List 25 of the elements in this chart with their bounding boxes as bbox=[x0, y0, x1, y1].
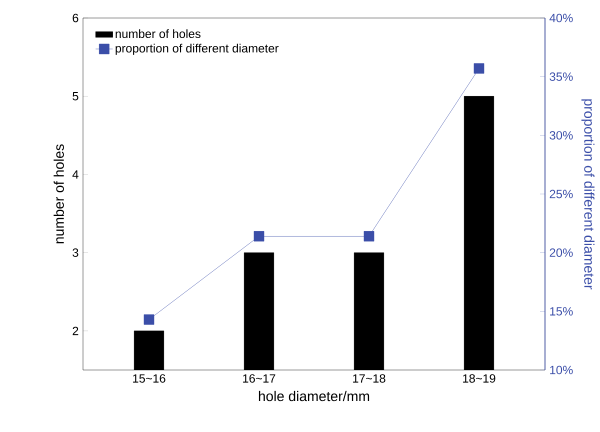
y-tick-label: 3 bbox=[72, 248, 78, 257]
x-axis-title: hole diameter/mm bbox=[258, 390, 370, 402]
y2-tick-label: 35% bbox=[550, 72, 573, 81]
legend-label: proportion of different diameter bbox=[116, 44, 279, 55]
y-axis-title: number of holes bbox=[54, 144, 64, 244]
y2-tick-label: 30% bbox=[550, 131, 573, 140]
x-tick-label: 18~19 bbox=[463, 374, 496, 383]
y-tick-label: 5 bbox=[72, 92, 78, 100]
y-tick-label: 4 bbox=[72, 170, 78, 179]
x-tick-label: 17~18 bbox=[353, 374, 386, 383]
point bbox=[474, 63, 484, 74]
legend-label: number of holes bbox=[116, 29, 201, 38]
x-tick-label: 15~16 bbox=[133, 374, 166, 383]
point bbox=[144, 314, 154, 325]
y2-tick-label: 10% bbox=[550, 366, 573, 374]
y-tick-label: 2 bbox=[72, 326, 78, 336]
y2-tick-label: 20% bbox=[550, 248, 573, 257]
y2-tick-label: 40% bbox=[549, 14, 573, 22]
point bbox=[364, 231, 374, 242]
y2-tick-label: 25% bbox=[550, 190, 573, 198]
y2-tick-label: 15% bbox=[550, 307, 573, 316]
x-tick-label: 16~17 bbox=[243, 374, 276, 383]
point bbox=[254, 231, 264, 242]
y2-axis-title: proportion of different diameter bbox=[581, 99, 594, 290]
y-tick-label: 6 bbox=[72, 14, 78, 22]
